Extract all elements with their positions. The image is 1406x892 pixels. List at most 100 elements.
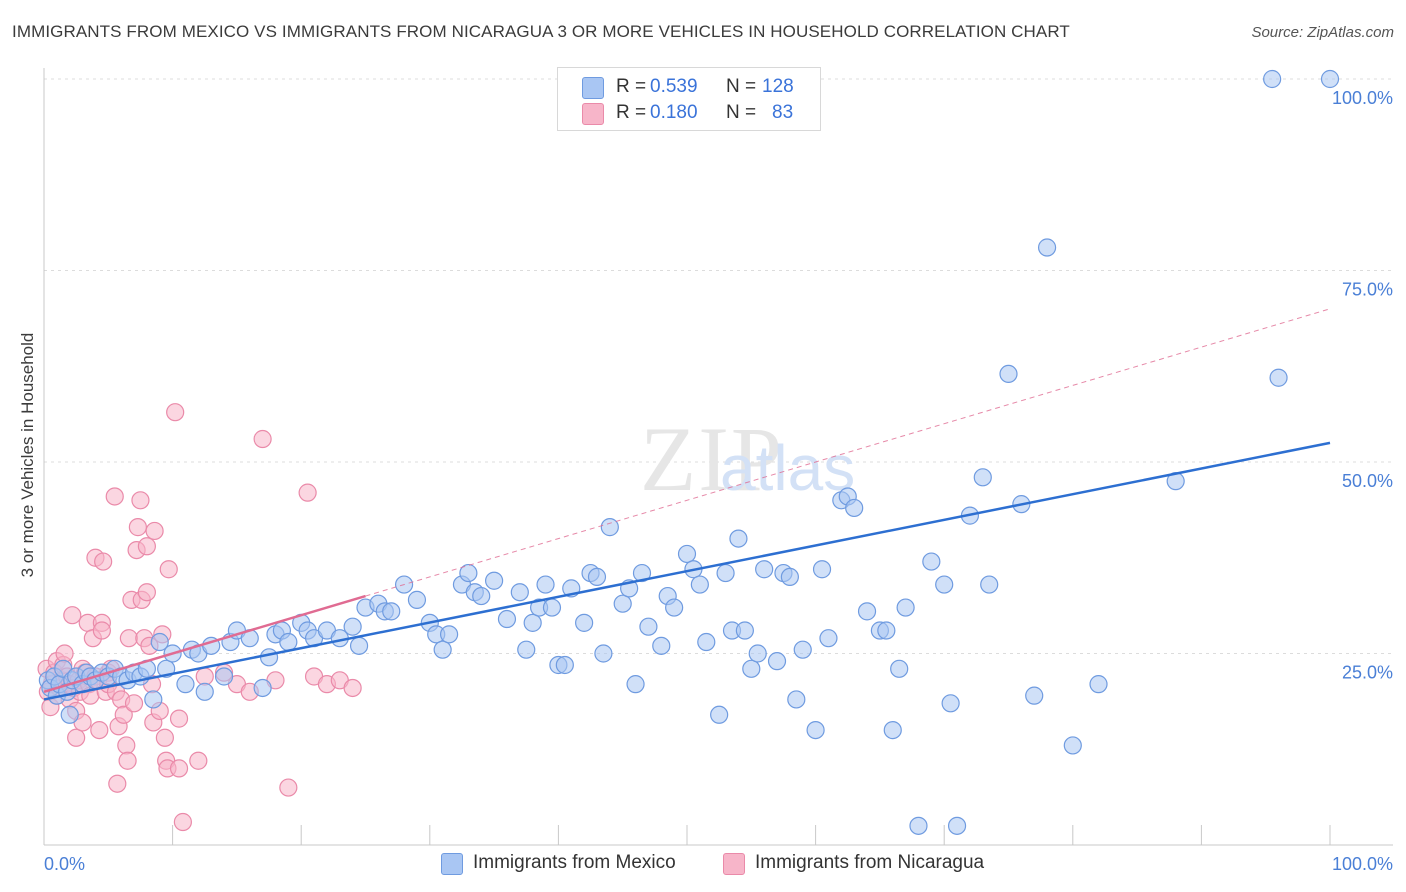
nicaragua-point	[137, 537, 156, 556]
mexico-point	[690, 575, 709, 594]
mexico-point	[259, 648, 279, 667]
mexico-point	[677, 544, 697, 564]
mexico-point	[523, 613, 542, 632]
nicaragua-point	[343, 678, 362, 698]
nicaragua-point	[298, 483, 317, 502]
nicaragua-point	[67, 728, 86, 747]
mexico-point	[542, 598, 562, 617]
y-tick-label: 50.0%	[1342, 471, 1393, 491]
mexico-point	[947, 816, 967, 835]
nicaragua-point	[166, 403, 185, 422]
y-tick-label: 25.0%	[1342, 663, 1393, 683]
nicaragua-point	[173, 812, 192, 832]
mexico-point	[793, 640, 812, 659]
mexico-point	[1037, 238, 1057, 257]
mexico-point	[652, 636, 671, 655]
mexico-point	[349, 636, 369, 655]
nicaragua-point	[159, 560, 178, 579]
mexico-point	[382, 602, 401, 621]
y-tick-labels: 25.0% 50.0% 75.0% 100.0%	[1332, 88, 1393, 683]
mexico-point	[1025, 686, 1044, 705]
nicaragua-point	[124, 694, 144, 713]
mexico-point	[716, 563, 735, 583]
nicaragua-point	[114, 705, 133, 724]
mexico-point	[755, 560, 774, 579]
mexico-point	[735, 621, 754, 640]
mexico-point	[433, 640, 452, 659]
mexico-point	[812, 560, 832, 579]
mexico-point	[485, 571, 504, 590]
gridlines	[44, 78, 1393, 654]
mexico-point	[555, 655, 574, 675]
nicaragua-point	[92, 621, 111, 640]
r-label: R =	[616, 102, 647, 123]
mexico-point	[999, 364, 1018, 384]
mexico-point	[459, 563, 478, 583]
mexico-point	[665, 598, 684, 617]
y-tick-label: 75.0%	[1342, 280, 1393, 300]
mexico-point	[639, 617, 658, 636]
mexico-point	[1320, 69, 1340, 89]
mexico-point	[613, 594, 632, 613]
trend-lines	[43, 308, 1331, 701]
mexico-point	[941, 694, 960, 713]
mexico-point	[909, 816, 928, 835]
mexico-point	[973, 468, 992, 487]
nicaragua-points	[37, 403, 362, 832]
legend-label-mexico: Immigrants from Mexico	[473, 852, 676, 873]
mexico-trend-line	[43, 441, 1331, 701]
y-tick-label: 100.0%	[1332, 88, 1393, 108]
nicaragua-point	[90, 720, 109, 740]
nicaragua-point	[117, 736, 136, 755]
r-label: R =	[616, 76, 647, 97]
nicaragua-point	[195, 667, 214, 686]
legend-swatch-nicaragua	[723, 853, 745, 875]
x-tick-max: 100.0%	[1332, 854, 1393, 874]
mexico-point	[922, 552, 941, 571]
nicaragua-point	[155, 728, 174, 747]
mexico-point	[497, 609, 517, 629]
mexico-point	[710, 705, 729, 724]
nicaragua-point	[131, 491, 150, 510]
mexico-points	[38, 69, 1340, 835]
mexico-point	[896, 598, 915, 617]
mexico-point	[742, 659, 761, 678]
mexico-point	[472, 586, 491, 606]
nicaragua-trend-line	[43, 594, 366, 693]
nicaragua-point	[108, 774, 127, 793]
nicaragua-point	[145, 521, 164, 541]
mexico-point	[575, 613, 594, 632]
nicaragua-point	[105, 487, 124, 506]
axes	[43, 68, 1393, 846]
legend-label-nicaragua: Immigrants from Nicaragua	[755, 852, 985, 873]
mexico-point	[594, 644, 613, 663]
r-value: 0.539	[650, 76, 698, 97]
n-value: 128	[762, 76, 794, 97]
mexico-point	[697, 632, 716, 652]
nicaragua-point	[119, 629, 138, 648]
mexico-point	[748, 644, 767, 663]
mexico-point	[806, 720, 825, 740]
mexico-point	[150, 632, 169, 652]
legend-swatch-mexico	[441, 853, 463, 875]
nicaragua-point	[128, 518, 147, 537]
mexico-point	[279, 632, 298, 652]
mexico-point	[587, 567, 607, 587]
x-tick-min: 0.0%	[44, 854, 85, 874]
nicaragua-point	[279, 778, 298, 797]
watermark-atlas: atlas	[720, 432, 855, 504]
nicaragua-point	[253, 429, 272, 449]
mexico-point	[780, 567, 799, 587]
legend-swatch-nicaragua	[582, 103, 604, 125]
mexico-point	[253, 678, 272, 698]
n-label: N =	[726, 76, 757, 97]
mexico-point	[935, 575, 954, 594]
mexico-point	[600, 518, 619, 537]
mexico-point	[857, 602, 877, 621]
mexico-point	[845, 498, 864, 518]
nicaragua-point	[189, 751, 208, 770]
nicaragua-point	[118, 751, 137, 770]
mexico-point	[439, 625, 459, 644]
mexico-point	[980, 575, 999, 594]
